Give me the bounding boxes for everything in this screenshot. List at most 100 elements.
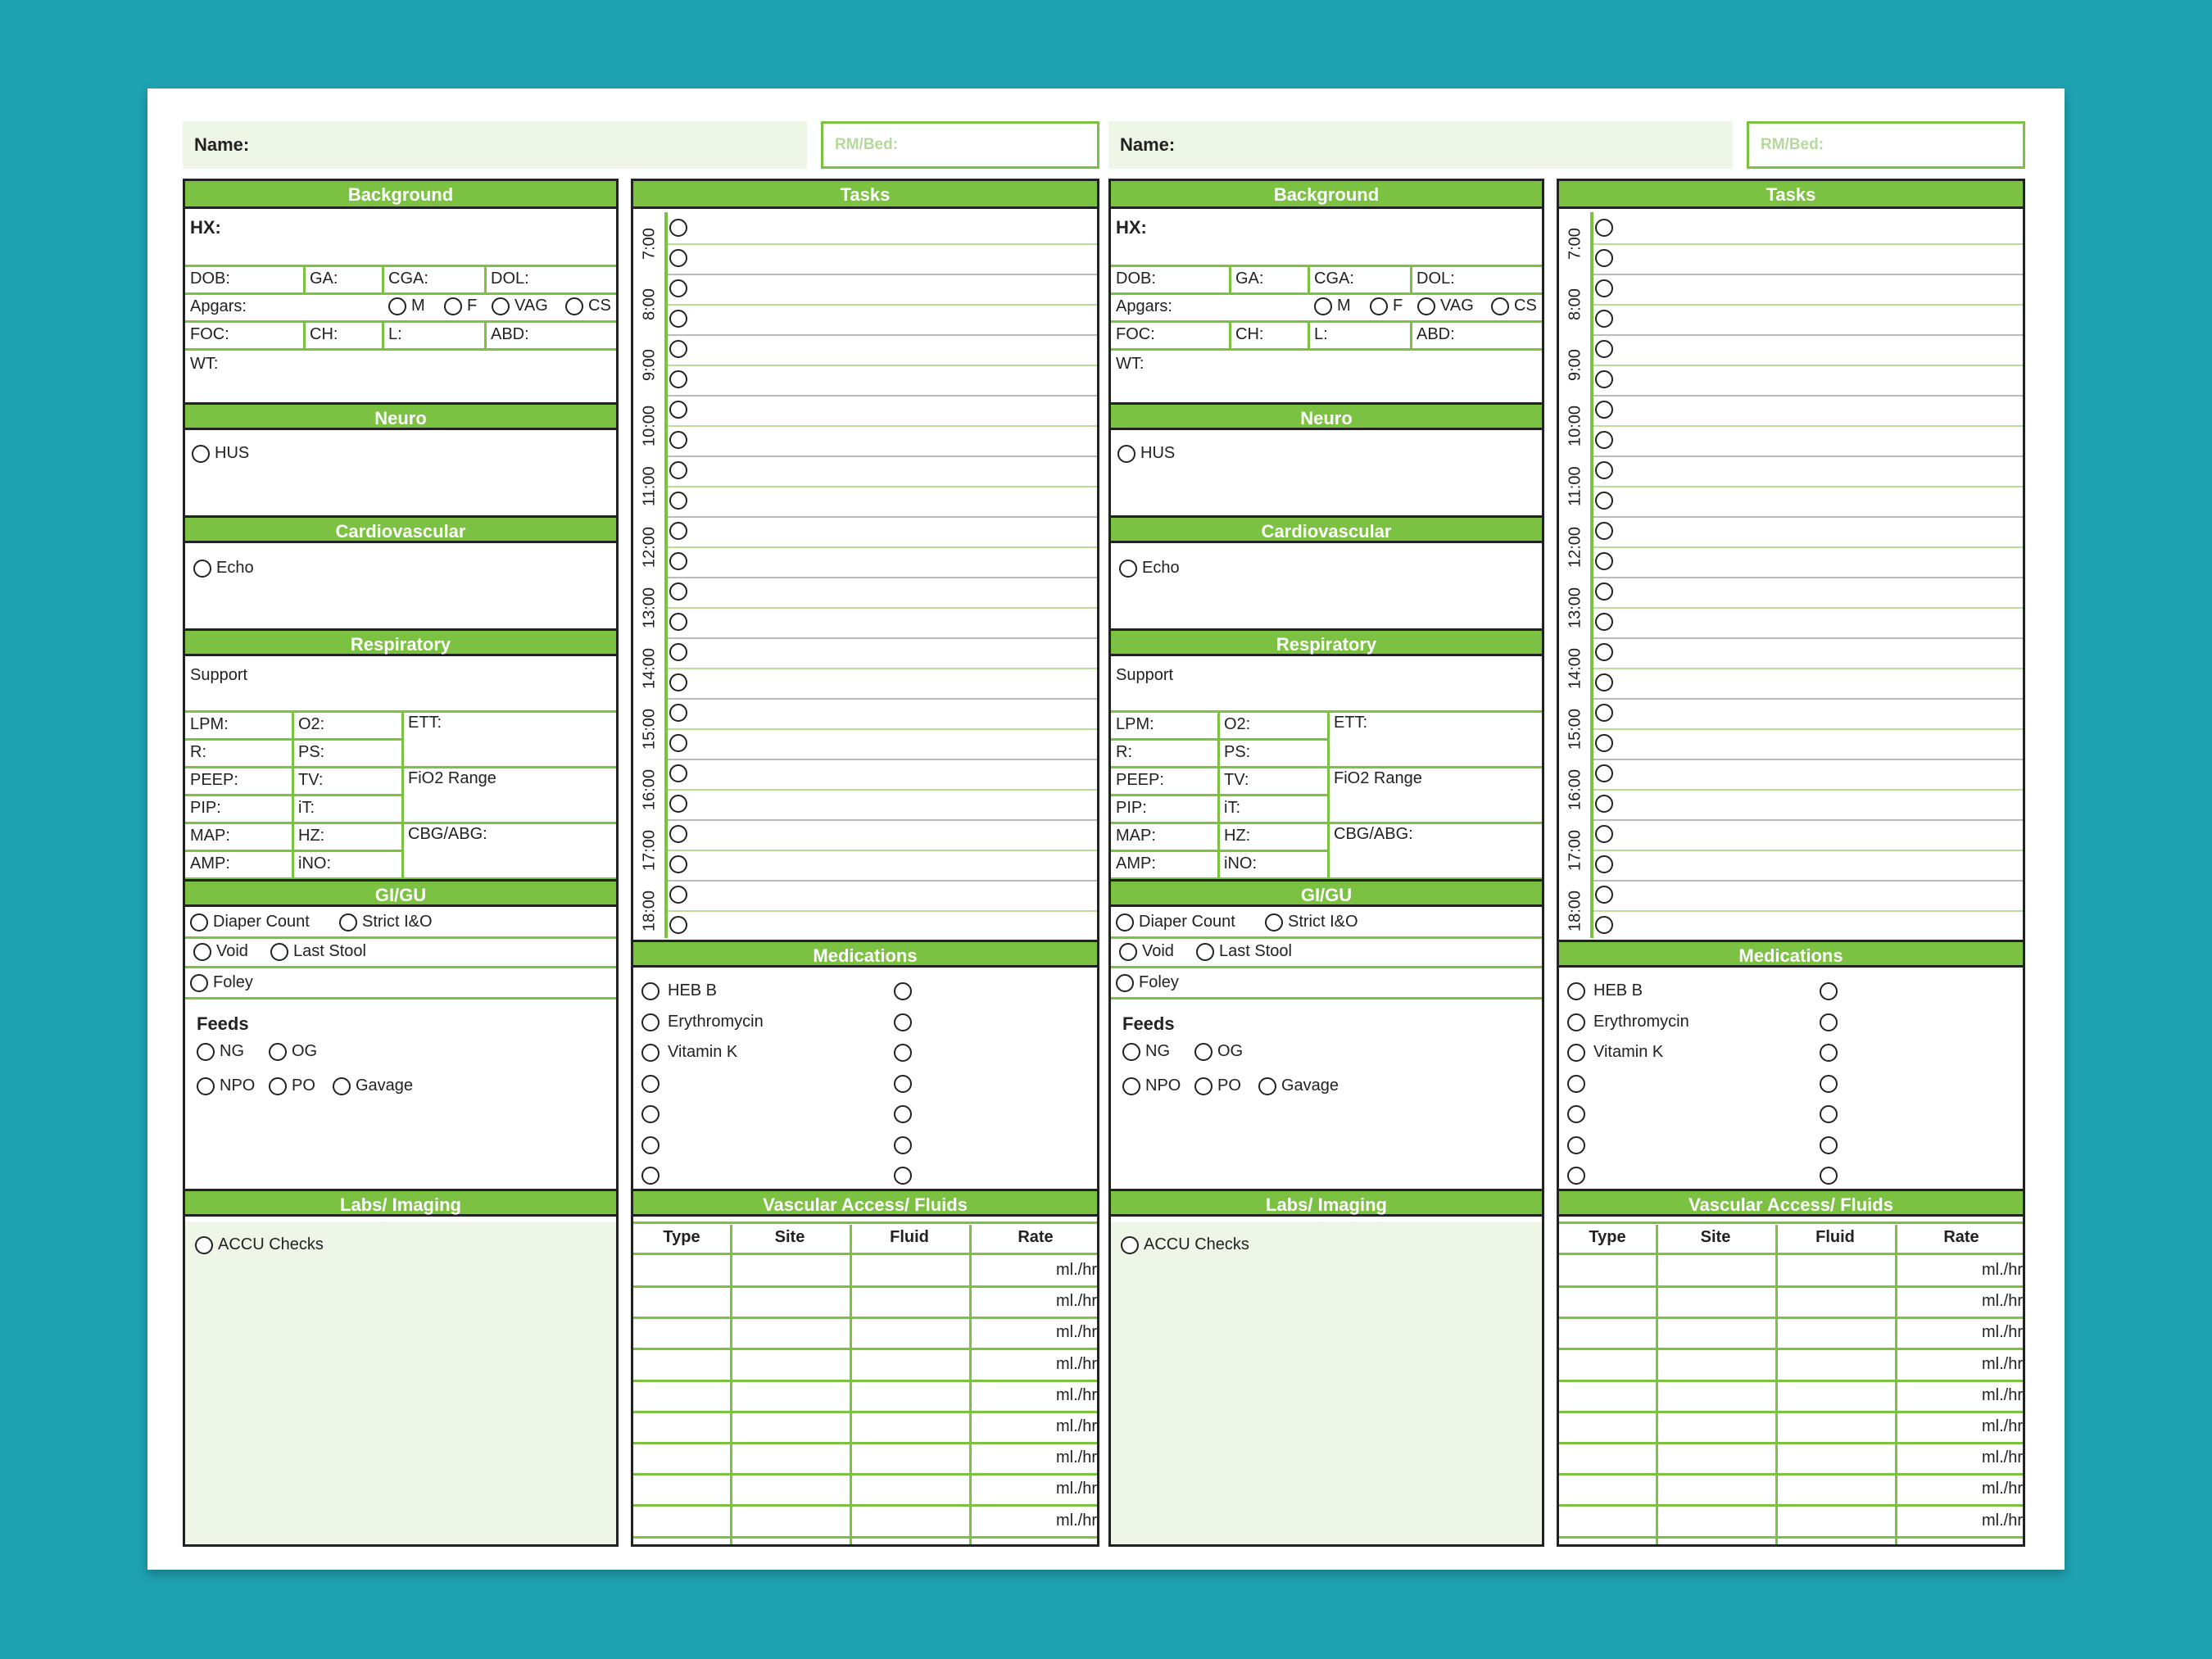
rate-unit[interactable]: ml./hr	[1056, 1448, 1097, 1467]
task-checkbox[interactable]	[1595, 310, 1613, 328]
med-checkbox[interactable]	[894, 1074, 912, 1093]
task-line[interactable]	[1593, 486, 2023, 487]
task-checkbox[interactable]	[669, 310, 687, 328]
strict-io-checkbox[interactable]	[1265, 913, 1283, 931]
task-line[interactable]	[1593, 365, 2023, 366]
task-checkbox[interactable]	[669, 219, 687, 237]
strict-io-checkbox[interactable]	[339, 913, 357, 931]
task-line[interactable]	[668, 456, 1097, 457]
med-checkbox[interactable]	[1820, 1074, 1838, 1093]
apgar-cs-checkbox[interactable]	[565, 297, 583, 315]
rate-unit[interactable]: ml./hr	[1982, 1511, 2023, 1530]
task-line[interactable]	[1593, 243, 2023, 245]
accu-checks-checkbox[interactable]	[195, 1236, 213, 1254]
void-checkbox[interactable]	[193, 943, 211, 961]
task-checkbox[interactable]	[669, 643, 687, 661]
task-checkbox[interactable]	[1595, 582, 1613, 601]
task-line[interactable]	[1593, 304, 2023, 306]
task-line[interactable]	[1593, 425, 2023, 427]
med-checkbox[interactable]	[641, 1135, 660, 1154]
task-line[interactable]	[1593, 789, 2023, 791]
rate-unit[interactable]: ml./hr	[1056, 1323, 1097, 1342]
med-checkbox[interactable]	[1820, 1167, 1838, 1185]
task-checkbox[interactable]	[669, 886, 687, 904]
med-checkbox[interactable]	[641, 982, 660, 1000]
rate-unit[interactable]: ml./hr	[1982, 1417, 2023, 1435]
room-bed-field[interactable]: RM/Bed:	[821, 121, 1099, 169]
task-checkbox[interactable]	[669, 825, 687, 843]
task-checkbox[interactable]	[669, 613, 687, 631]
task-line[interactable]	[668, 365, 1097, 366]
task-checkbox[interactable]	[1595, 401, 1613, 419]
labs-area[interactable]	[1111, 1222, 1542, 1544]
task-checkbox[interactable]	[1595, 431, 1613, 449]
hus-checkbox[interactable]	[192, 445, 210, 463]
name-field[interactable]: Name:	[1108, 121, 1733, 169]
med-checkbox[interactable]	[1567, 982, 1585, 1000]
med-checkbox[interactable]	[1567, 1074, 1585, 1093]
task-line[interactable]	[1593, 668, 2023, 669]
task-checkbox[interactable]	[669, 522, 687, 540]
rate-unit[interactable]: ml./hr	[1982, 1292, 2023, 1311]
task-line[interactable]	[1593, 759, 2023, 760]
task-line[interactable]	[1593, 516, 2023, 518]
task-checkbox[interactable]	[669, 582, 687, 601]
last-stool-checkbox[interactable]	[270, 943, 288, 961]
diaper-count-checkbox[interactable]	[1116, 913, 1134, 931]
task-checkbox[interactable]	[669, 401, 687, 419]
task-checkbox[interactable]	[669, 279, 687, 297]
task-checkbox[interactable]	[1595, 916, 1613, 934]
name-field[interactable]: Name:	[183, 121, 807, 169]
task-line[interactable]	[668, 516, 1097, 518]
task-checkbox[interactable]	[1595, 461, 1613, 479]
rate-unit[interactable]: ml./hr	[1056, 1292, 1097, 1311]
rate-unit[interactable]: ml./hr	[1982, 1354, 2023, 1373]
task-line[interactable]	[668, 304, 1097, 306]
task-checkbox[interactable]	[1595, 279, 1613, 297]
labs-area[interactable]	[185, 1222, 616, 1544]
task-line[interactable]	[668, 668, 1097, 669]
task-line[interactable]	[668, 880, 1097, 882]
task-checkbox[interactable]	[1595, 825, 1613, 843]
med-checkbox[interactable]	[641, 1167, 660, 1185]
med-checkbox[interactable]	[1567, 1167, 1585, 1185]
feed-og-checkbox[interactable]	[1194, 1043, 1213, 1061]
rate-unit[interactable]: ml./hr	[1056, 1417, 1097, 1435]
task-checkbox[interactable]	[669, 431, 687, 449]
med-checkbox[interactable]	[1567, 1013, 1585, 1031]
task-line[interactable]	[1593, 546, 2023, 548]
med-checkbox[interactable]	[641, 1013, 660, 1031]
med-checkbox[interactable]	[641, 1044, 660, 1062]
med-checkbox[interactable]	[894, 1167, 912, 1185]
med-checkbox[interactable]	[641, 1074, 660, 1093]
task-checkbox[interactable]	[1595, 613, 1613, 631]
apgar-m-checkbox[interactable]	[388, 297, 406, 315]
feed-og-checkbox[interactable]	[269, 1043, 287, 1061]
task-line[interactable]	[668, 789, 1097, 791]
task-checkbox[interactable]	[1595, 795, 1613, 813]
task-line[interactable]	[668, 577, 1097, 578]
task-line[interactable]	[668, 607, 1097, 609]
task-line[interactable]	[1593, 334, 2023, 336]
task-line[interactable]	[1593, 607, 2023, 609]
rate-unit[interactable]: ml./hr	[1982, 1261, 2023, 1279]
task-checkbox[interactable]	[1595, 552, 1613, 570]
task-checkbox[interactable]	[669, 340, 687, 358]
task-checkbox[interactable]	[1595, 734, 1613, 752]
task-line[interactable]	[668, 910, 1097, 912]
task-checkbox[interactable]	[1595, 370, 1613, 388]
med-checkbox[interactable]	[1820, 1135, 1838, 1154]
task-checkbox[interactable]	[669, 249, 687, 267]
task-line[interactable]	[668, 728, 1097, 730]
apgar-vag-checkbox[interactable]	[492, 297, 510, 315]
task-checkbox[interactable]	[669, 673, 687, 691]
room-bed-field[interactable]: RM/Bed:	[1747, 121, 2025, 169]
rate-unit[interactable]: ml./hr	[1056, 1261, 1097, 1279]
task-line[interactable]	[1593, 637, 2023, 639]
med-checkbox[interactable]	[894, 1105, 912, 1123]
rate-unit[interactable]: ml./hr	[1056, 1511, 1097, 1530]
task-line[interactable]	[1593, 698, 2023, 700]
hus-checkbox[interactable]	[1117, 445, 1135, 463]
task-line[interactable]	[1593, 910, 2023, 912]
feed-ng-checkbox[interactable]	[197, 1043, 215, 1061]
